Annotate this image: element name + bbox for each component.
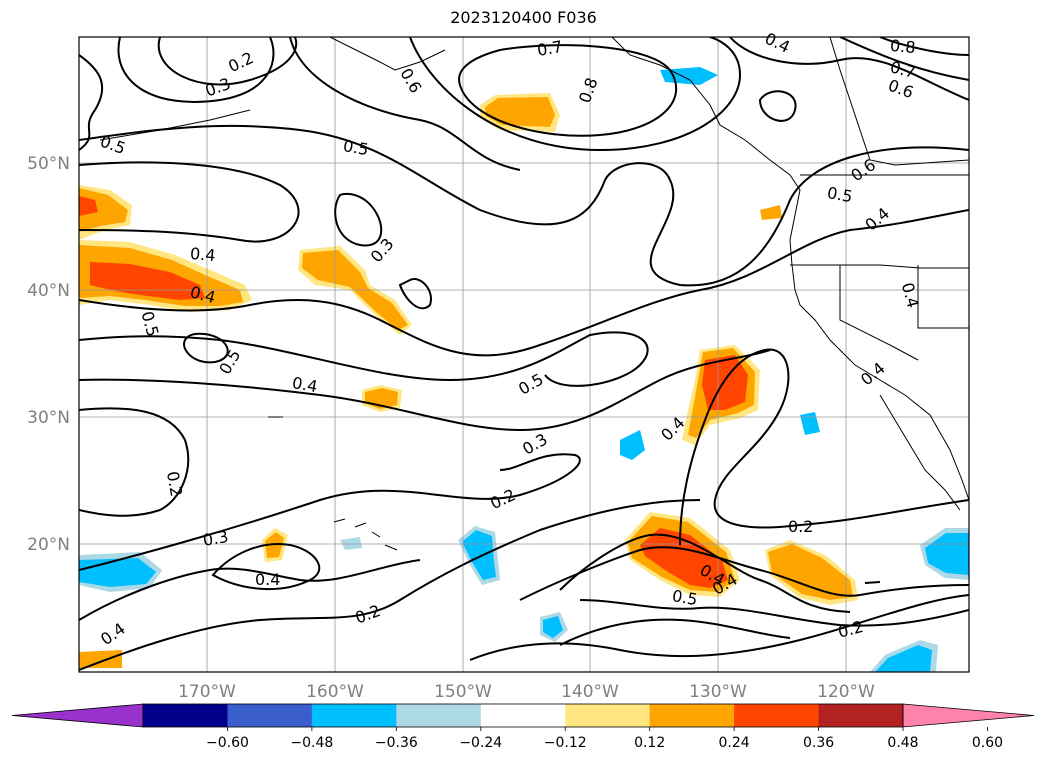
colorbar-swatch bbox=[480, 704, 566, 727]
contour-label: 0.4 bbox=[857, 358, 889, 389]
colorbar-extend-high bbox=[902, 703, 1035, 728]
contour-label: 0.4 bbox=[762, 29, 793, 57]
contour-label: 0.5 bbox=[671, 586, 699, 609]
colorbar-tick-label: 0.36 bbox=[803, 735, 834, 751]
coastlines bbox=[99, 37, 969, 551]
lon-label: 120°W bbox=[817, 682, 875, 702]
contour-label: 0.5 bbox=[826, 183, 854, 206]
colorbar-swatch bbox=[311, 704, 397, 727]
positive-anomaly-off-california bbox=[682, 345, 760, 445]
colorbar-tick-label: −0.36 bbox=[375, 735, 418, 751]
contour-label: 0.2 bbox=[836, 617, 866, 642]
colorbar: −0.60 −0.48 −0.36 −0.24 −0.12 0.12 0.24 0.36 0.4… bbox=[11, 703, 1035, 751]
colorbar-swatch bbox=[143, 704, 228, 727]
colorbar-swatch bbox=[734, 704, 820, 727]
contour-label: 0.6 bbox=[847, 155, 879, 185]
lon-label: 140°W bbox=[561, 682, 619, 702]
contour-label: 0.8 bbox=[575, 75, 602, 105]
colorbar-tick-label: 0.12 bbox=[634, 735, 665, 751]
lon-label: 130°W bbox=[689, 682, 747, 702]
contour-label: 0.8 bbox=[889, 36, 916, 57]
positive-anomaly-nw-coast bbox=[79, 185, 132, 240]
lat-label: 30°N bbox=[27, 408, 70, 428]
negative-anomaly-central bbox=[340, 430, 645, 642]
positive-anomaly-gulf-alaska bbox=[480, 93, 560, 132]
contour-label: 0.2 bbox=[353, 601, 383, 628]
shaded-anomalies bbox=[79, 67, 969, 672]
lon-label: 150°W bbox=[434, 682, 492, 702]
contours bbox=[79, 37, 969, 671]
latitude-labels: 50°N 40°N 30°N 20°N bbox=[27, 154, 70, 555]
map-border bbox=[78, 36, 970, 673]
colorbar-tick-label: −0.12 bbox=[544, 735, 587, 751]
lon-label: 160°W bbox=[306, 682, 364, 702]
contour-label: 0.4 bbox=[255, 570, 280, 589]
colorbar-tick-label: 0.24 bbox=[719, 735, 750, 751]
contour-label: 0.4 bbox=[291, 373, 319, 396]
contour-label: 0.5 bbox=[98, 131, 128, 158]
contour-label: 0.3 bbox=[519, 429, 551, 458]
contour-label: 0.4 bbox=[97, 619, 129, 649]
contour-label: 0.5 bbox=[515, 369, 547, 398]
colorbar-border bbox=[142, 703, 904, 728]
map-title: 2023120400 F036 bbox=[450, 8, 597, 27]
contour-label: 0.2 bbox=[163, 470, 186, 498]
longitude-labels: 170°W 160°W 150°W 140°W 130°W 120°W bbox=[178, 682, 875, 702]
colorbar-extend-low bbox=[11, 703, 144, 728]
contour-label: 0.2 bbox=[788, 517, 813, 536]
colorbar-swatch bbox=[396, 704, 482, 727]
colorbar-tick-label: −0.60 bbox=[206, 735, 249, 751]
contour-label: 0.5 bbox=[342, 136, 370, 159]
colorbar-tick-label: −0.24 bbox=[459, 735, 502, 751]
colorbar-swatch bbox=[565, 704, 651, 727]
colorbar-tick-label: −0.48 bbox=[290, 735, 333, 751]
colorbar-swatch bbox=[818, 704, 904, 727]
positive-anomaly-east bbox=[765, 540, 858, 605]
contour-label: 0.2 bbox=[225, 48, 256, 76]
lat-label: 40°N bbox=[27, 281, 70, 301]
contour-label: 0.4 bbox=[898, 281, 923, 311]
positive-anomaly-central-north bbox=[298, 246, 412, 335]
contour-label: 0.6 bbox=[396, 65, 425, 97]
colorbar-tick-label: 0.48 bbox=[887, 735, 918, 751]
contour-label: 0.3 bbox=[201, 527, 229, 550]
colorbar-swatch bbox=[649, 704, 735, 727]
lat-label: 50°N bbox=[27, 154, 70, 174]
positive-anomaly-west-band bbox=[79, 240, 252, 312]
contour-label: 0.4 bbox=[189, 244, 216, 265]
contour-label: 0.2 bbox=[487, 485, 518, 513]
map-area: 0.2 0.3 0.5 0.5 0.7 0.8 0.6 0.4 0.8 0.7 … bbox=[78, 29, 970, 673]
colorbar-swatch bbox=[227, 704, 313, 727]
contour-label: 0.4 bbox=[861, 204, 893, 235]
contour-label: 0.5 bbox=[215, 346, 244, 378]
lon-label: 170°W bbox=[178, 682, 236, 702]
contour-label: 0.7 bbox=[536, 37, 564, 60]
colorbar-tick-label: 0.60 bbox=[972, 735, 1003, 751]
contour-label: 0.5 bbox=[138, 309, 163, 339]
positive-anomaly-central-small bbox=[362, 385, 402, 412]
contour-label: 0.3 bbox=[367, 234, 398, 266]
lat-label: 20°N bbox=[27, 535, 70, 555]
graticule bbox=[79, 37, 969, 672]
